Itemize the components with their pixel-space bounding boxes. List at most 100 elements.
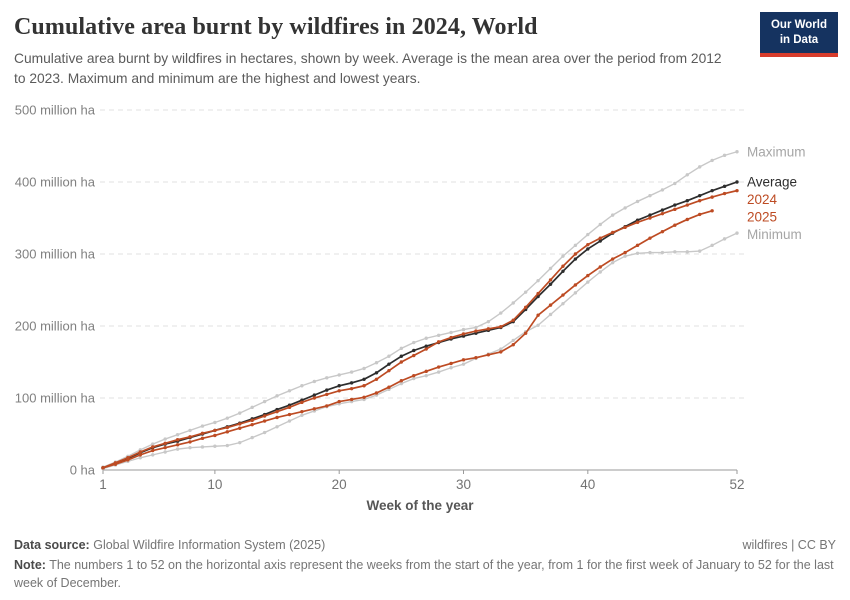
series-dot-minimum bbox=[623, 254, 627, 258]
series-dot-maximum bbox=[623, 206, 627, 210]
series-dot-maximum bbox=[461, 327, 466, 332]
series-line-maximum[interactable] bbox=[102, 151, 738, 468]
series-dot-maximum bbox=[424, 336, 428, 340]
series-dot-2024 bbox=[262, 414, 267, 418]
series-dot-2024 bbox=[163, 441, 167, 446]
series-line-average[interactable] bbox=[102, 181, 738, 469]
series-dot-maximum bbox=[610, 213, 615, 217]
series-dot-average bbox=[710, 188, 714, 193]
series-dot-2024 bbox=[523, 305, 528, 309]
series-label-2025[interactable]: 2025 bbox=[747, 210, 777, 225]
series-dot-maximum bbox=[262, 399, 267, 404]
series-label-minimum[interactable]: Minimum bbox=[747, 227, 802, 242]
series-dot-average bbox=[374, 371, 379, 375]
series-dot-2024 bbox=[151, 445, 155, 449]
series-dot-maximum bbox=[710, 158, 714, 163]
series-dot-2025 bbox=[287, 412, 292, 417]
series-dot-2024 bbox=[238, 422, 242, 426]
series-dot-2025 bbox=[536, 313, 540, 317]
series-label-2024[interactable]: 2024 bbox=[747, 192, 778, 207]
series-dot-2025 bbox=[511, 343, 515, 347]
series-dot-maximum bbox=[449, 330, 453, 335]
owid-logo-line2: in Data bbox=[779, 33, 819, 46]
series-dot-2025 bbox=[126, 458, 130, 462]
series-dot-2025 bbox=[561, 293, 565, 297]
series-line-2024[interactable] bbox=[102, 189, 738, 469]
series-dot-2025 bbox=[175, 443, 180, 447]
series-dot-2025 bbox=[698, 212, 702, 217]
series-dot-2024 bbox=[374, 377, 379, 381]
series-dot-minimum bbox=[598, 270, 602, 274]
series-dot-2024 bbox=[399, 360, 404, 364]
series-line-minimum[interactable] bbox=[102, 232, 738, 470]
series-dot-2024 bbox=[325, 392, 329, 397]
series-dot-2024 bbox=[722, 191, 727, 196]
series-dot-2024 bbox=[685, 203, 689, 207]
series-dot-2024 bbox=[287, 405, 292, 410]
series-dot-2025 bbox=[623, 250, 627, 255]
series-dot-maximum bbox=[238, 411, 242, 415]
series-dot-2025 bbox=[586, 273, 590, 278]
series-dot-maximum bbox=[337, 373, 341, 377]
series-label-average[interactable]: Average bbox=[747, 175, 797, 190]
series-dot-2024 bbox=[300, 400, 304, 405]
series-dot-minimum bbox=[188, 445, 192, 450]
series-dot-2024 bbox=[175, 438, 180, 442]
series-dot-2025 bbox=[523, 331, 528, 335]
series-dot-2025 bbox=[151, 448, 155, 453]
series-dot-2025 bbox=[225, 430, 230, 434]
series-dot-minimum bbox=[685, 250, 689, 254]
series-dot-average bbox=[387, 362, 391, 366]
series-dot-2025 bbox=[262, 419, 267, 423]
series-dot-maximum bbox=[387, 354, 391, 358]
series-dot-2025 bbox=[673, 223, 677, 227]
series-dot-maximum bbox=[722, 153, 727, 158]
x-tick-label: 10 bbox=[207, 477, 222, 492]
series-label-maximum[interactable]: Maximum bbox=[747, 144, 806, 159]
series-dot-minimum bbox=[536, 323, 540, 327]
series-dot-2025 bbox=[685, 217, 689, 222]
series-dot-maximum bbox=[225, 416, 230, 420]
series-dot-maximum bbox=[499, 311, 503, 315]
series-dot-minimum bbox=[735, 231, 739, 235]
series-dot-2025 bbox=[412, 373, 416, 378]
series-dot-2024 bbox=[486, 327, 491, 331]
series-dot-2024 bbox=[536, 291, 540, 296]
series-dot-minimum bbox=[213, 444, 217, 448]
series-dot-minimum bbox=[660, 250, 665, 255]
series-dot-average bbox=[424, 344, 428, 348]
y-tick-label: 100 million ha bbox=[15, 391, 96, 406]
series-dot-2025 bbox=[710, 209, 714, 213]
series-dot-maximum bbox=[188, 428, 192, 433]
series-dot-2025 bbox=[399, 379, 404, 383]
series-dot-average bbox=[673, 203, 677, 207]
series-dot-2024 bbox=[312, 396, 317, 400]
source-row: Data source: Global Wildfire Information… bbox=[14, 537, 836, 555]
series-dot-minimum bbox=[412, 376, 416, 381]
series-dot-maximum bbox=[374, 361, 379, 365]
series-dot-minimum bbox=[250, 435, 254, 440]
y-tick-label: 0 ha bbox=[70, 463, 96, 478]
series-dot-2024 bbox=[362, 384, 366, 388]
series-dot-maximum bbox=[175, 433, 180, 437]
series-dot-average bbox=[722, 184, 727, 189]
chart-footer: Data source: Global Wildfire Information… bbox=[14, 537, 836, 593]
series-line-2025[interactable] bbox=[102, 209, 713, 469]
series-dot-maximum bbox=[523, 290, 528, 294]
series-dot-average bbox=[573, 257, 578, 261]
series-dot-maximum bbox=[511, 301, 515, 305]
series-dot-maximum bbox=[586, 232, 590, 237]
series-dot-2025 bbox=[349, 397, 354, 402]
series-dot-2025 bbox=[598, 265, 602, 269]
data-source-value: Global Wildfire Information System (2025… bbox=[93, 537, 326, 552]
license-text[interactable]: wildfires | CC BY bbox=[742, 537, 836, 552]
series-dot-2025 bbox=[635, 243, 640, 248]
series-dot-2025 bbox=[101, 466, 105, 470]
series-dot-average bbox=[548, 282, 553, 286]
y-tick-label: 200 million ha bbox=[15, 319, 96, 334]
series-dot-maximum bbox=[660, 188, 665, 192]
series-dot-2025 bbox=[325, 404, 329, 408]
owid-logo[interactable]: Our World in Data bbox=[760, 12, 838, 57]
series-dot-2025 bbox=[449, 361, 453, 366]
